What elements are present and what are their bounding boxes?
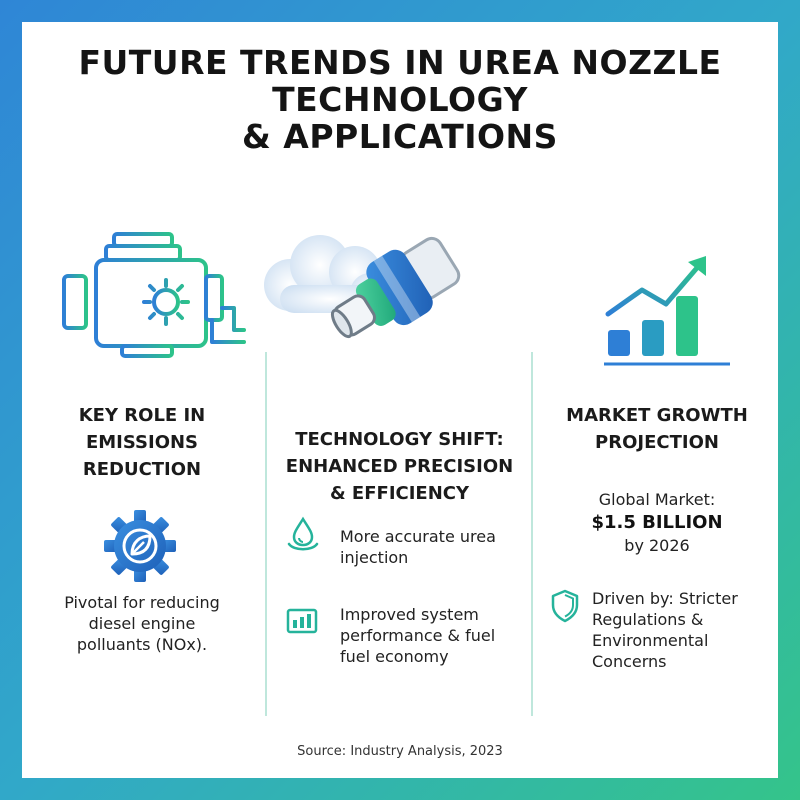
growth-chart-icon	[604, 256, 730, 366]
col3-heading-line: PROJECTION	[595, 432, 719, 453]
infographic-card: FUTURE TRENDS IN UREA NOZZLE TECHNOLOGY …	[22, 22, 778, 778]
col2-heading-line: TECHNOLOGY SHIFT:	[295, 429, 504, 450]
point-accurate-injection: More accurate urea injection	[340, 526, 525, 568]
nozzle-icon	[330, 236, 461, 339]
col3-heading: MARKET GROWTH PROJECTION	[544, 402, 770, 456]
point-line: injection	[340, 548, 409, 567]
col2-heading-line: ENHANCED PRECISION	[285, 456, 514, 477]
col2-heading: TECHNOLOGY SHIFT: ENHANCED PRECISION & E…	[277, 426, 522, 507]
col1-heading-line: KEY ROLE IN	[78, 405, 206, 426]
shield-icon	[551, 589, 579, 623]
point-line: More accurate urea	[340, 527, 496, 546]
column-divider-1	[265, 352, 267, 716]
title-line-3: & APPLICATIONS	[242, 117, 558, 156]
col1-heading-line: REDUCTION	[82, 459, 202, 480]
point-line: Improved system	[340, 605, 479, 624]
market-label: Global Market:	[598, 490, 716, 509]
col2-heading-line: & EFFICIENCY	[329, 483, 470, 504]
column-divider-2	[531, 352, 533, 716]
gear-leaf-icon	[104, 510, 176, 582]
col3-heading-line: MARKET GROWTH	[566, 405, 748, 426]
water-drop-icon	[287, 516, 319, 551]
market-drivers: Driven by: Stricter Regulations & Enviro…	[592, 588, 772, 672]
title-line-2: TECHNOLOGY	[272, 80, 528, 119]
market-value: $1.5 BILLION	[591, 512, 723, 533]
driver-line: Environmental	[592, 631, 709, 650]
market-year: by 2026	[624, 536, 690, 555]
point-line: fuel economy	[340, 647, 449, 666]
point-line: performance & fuel	[340, 626, 496, 645]
col1-body: Pivotal for reducing diesel engine pollu…	[32, 592, 252, 655]
source-note: Source: Industry Analysis, 2023	[297, 744, 503, 759]
title-line-1: FUTURE TRENDS IN UREA NOZZLE	[78, 43, 722, 82]
driver-line: Regulations &	[592, 610, 704, 629]
col1-body-line: Pivotal for reducing	[64, 593, 220, 612]
col1-body-line: polluants (NOx).	[76, 635, 208, 654]
driver-line: Driven by: Stricter	[592, 589, 738, 608]
engine-icon	[62, 232, 246, 358]
point-system-performance: Improved system performance & fuel fuel …	[340, 604, 525, 667]
page-title: FUTURE TRENDS IN UREA NOZZLE TECHNOLOGY …	[22, 44, 778, 155]
bar-meter-icon	[286, 608, 318, 634]
col1-heading-line: EMISSIONS	[85, 432, 199, 453]
driver-line: Concerns	[592, 652, 667, 671]
col1-heading: KEY ROLE IN EMISSIONS REDUCTION	[32, 402, 252, 483]
market-projection: Global Market: $1.5 BILLION by 2026	[544, 488, 770, 557]
col1-body-line: diesel engine	[88, 614, 196, 633]
